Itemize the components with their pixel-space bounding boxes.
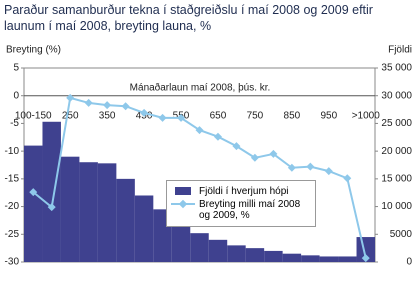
bar (60, 156, 80, 262)
bar (171, 223, 191, 262)
y-tick-label: -25 (5, 229, 20, 240)
legend-label: Breyting milli maí 2008 og 2009, % (199, 199, 301, 221)
marker (269, 149, 278, 158)
x-tick-label: 350 (99, 111, 116, 122)
bar (245, 248, 265, 262)
y-tick-label: -30 (5, 257, 20, 268)
bar (301, 255, 320, 262)
y-tick-label: -5 (10, 118, 19, 129)
y-tick-label: -15 (5, 173, 20, 184)
marker (140, 108, 149, 117)
bar (134, 195, 154, 262)
marker (84, 98, 93, 107)
marker (232, 142, 241, 151)
bar (338, 256, 357, 262)
marker (103, 101, 112, 110)
x-tick-label: 750 (247, 111, 264, 122)
bar (116, 178, 135, 262)
bar (24, 145, 43, 262)
y2-tick-label: 0 (406, 257, 412, 268)
y2-tick-label: 35 000 (381, 63, 412, 74)
marker (177, 113, 186, 122)
marker (213, 132, 222, 141)
bar (319, 256, 339, 262)
marker (324, 167, 333, 176)
y2-tick-label: 10 000 (381, 201, 412, 212)
bar (79, 162, 98, 262)
y2-tick-label: 5000 (390, 229, 413, 240)
x-tick-label: 100-150 (15, 111, 52, 122)
x-tick-label: >1000 (352, 111, 381, 122)
legend-entry: Fjöldi í hverjum hópi (171, 186, 311, 197)
legend-label: Fjöldi í hverjum hópi (199, 186, 289, 197)
x-tick-label: 850 (284, 111, 301, 122)
annotation: Mánaðarlaun maí 2008, þús. kr. (130, 82, 271, 94)
x-tick-label: 250 (62, 111, 79, 122)
marker (287, 163, 296, 172)
y2-tick-label: 20 000 (381, 146, 412, 157)
marker (343, 174, 352, 183)
y-tick-label: -20 (5, 201, 20, 212)
marker (47, 203, 56, 212)
chart-title: Paraður samanburður tekna í staðgreiðslu… (4, 3, 373, 33)
marker (306, 162, 315, 171)
bar (208, 239, 228, 262)
x-tick-label: 650 (210, 111, 227, 122)
y-tick-label: -10 (5, 146, 20, 157)
bar (97, 163, 117, 262)
bar (42, 121, 61, 262)
y2-axis-label: Fjöldi (388, 45, 412, 56)
legend-swatch (171, 186, 195, 196)
bar (264, 250, 283, 262)
y2-tick-label: 30 000 (381, 90, 412, 101)
x-tick-label: 950 (320, 111, 337, 122)
marker (29, 188, 38, 197)
bar (282, 253, 302, 262)
y-axis-label: Breyting (%) (6, 45, 61, 56)
marker (361, 254, 370, 263)
marker (195, 126, 204, 135)
marker (158, 113, 167, 122)
bar (190, 233, 209, 262)
y2-tick-label: 15 000 (381, 173, 412, 184)
bar (356, 237, 375, 262)
marker (66, 93, 75, 102)
bar (227, 245, 246, 262)
y-tick-label: 5 (13, 63, 19, 74)
marker (250, 153, 259, 162)
legend: Fjöldi í hverjum hópi Breyting milli maí … (166, 180, 316, 227)
marker (121, 102, 130, 111)
y-tick-label: 0 (13, 90, 19, 101)
y2-tick-label: 25 000 (381, 118, 412, 129)
legend-entry: Breyting milli maí 2008 og 2009, % (171, 199, 311, 221)
legend-swatch (171, 199, 195, 209)
